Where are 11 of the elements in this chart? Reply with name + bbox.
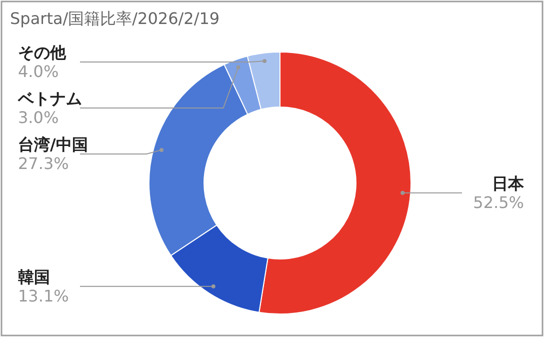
data-label: 27.3% bbox=[18, 154, 69, 173]
slice-label: ベトナム bbox=[17, 89, 82, 108]
slice-label: 韓国 bbox=[18, 267, 50, 286]
data-label: 52.5% bbox=[473, 192, 524, 212]
chart-title: Sparta/国籍比率/2026/2/19 bbox=[10, 9, 220, 28]
slice-label: 日本 bbox=[492, 174, 525, 193]
data-label: 4.0% bbox=[18, 62, 59, 81]
slice-label: その他 bbox=[18, 43, 67, 62]
slice-label: 台湾/中国 bbox=[18, 135, 88, 154]
data-label: 3.0% bbox=[18, 108, 59, 127]
data-label: 13.1% bbox=[18, 286, 69, 306]
